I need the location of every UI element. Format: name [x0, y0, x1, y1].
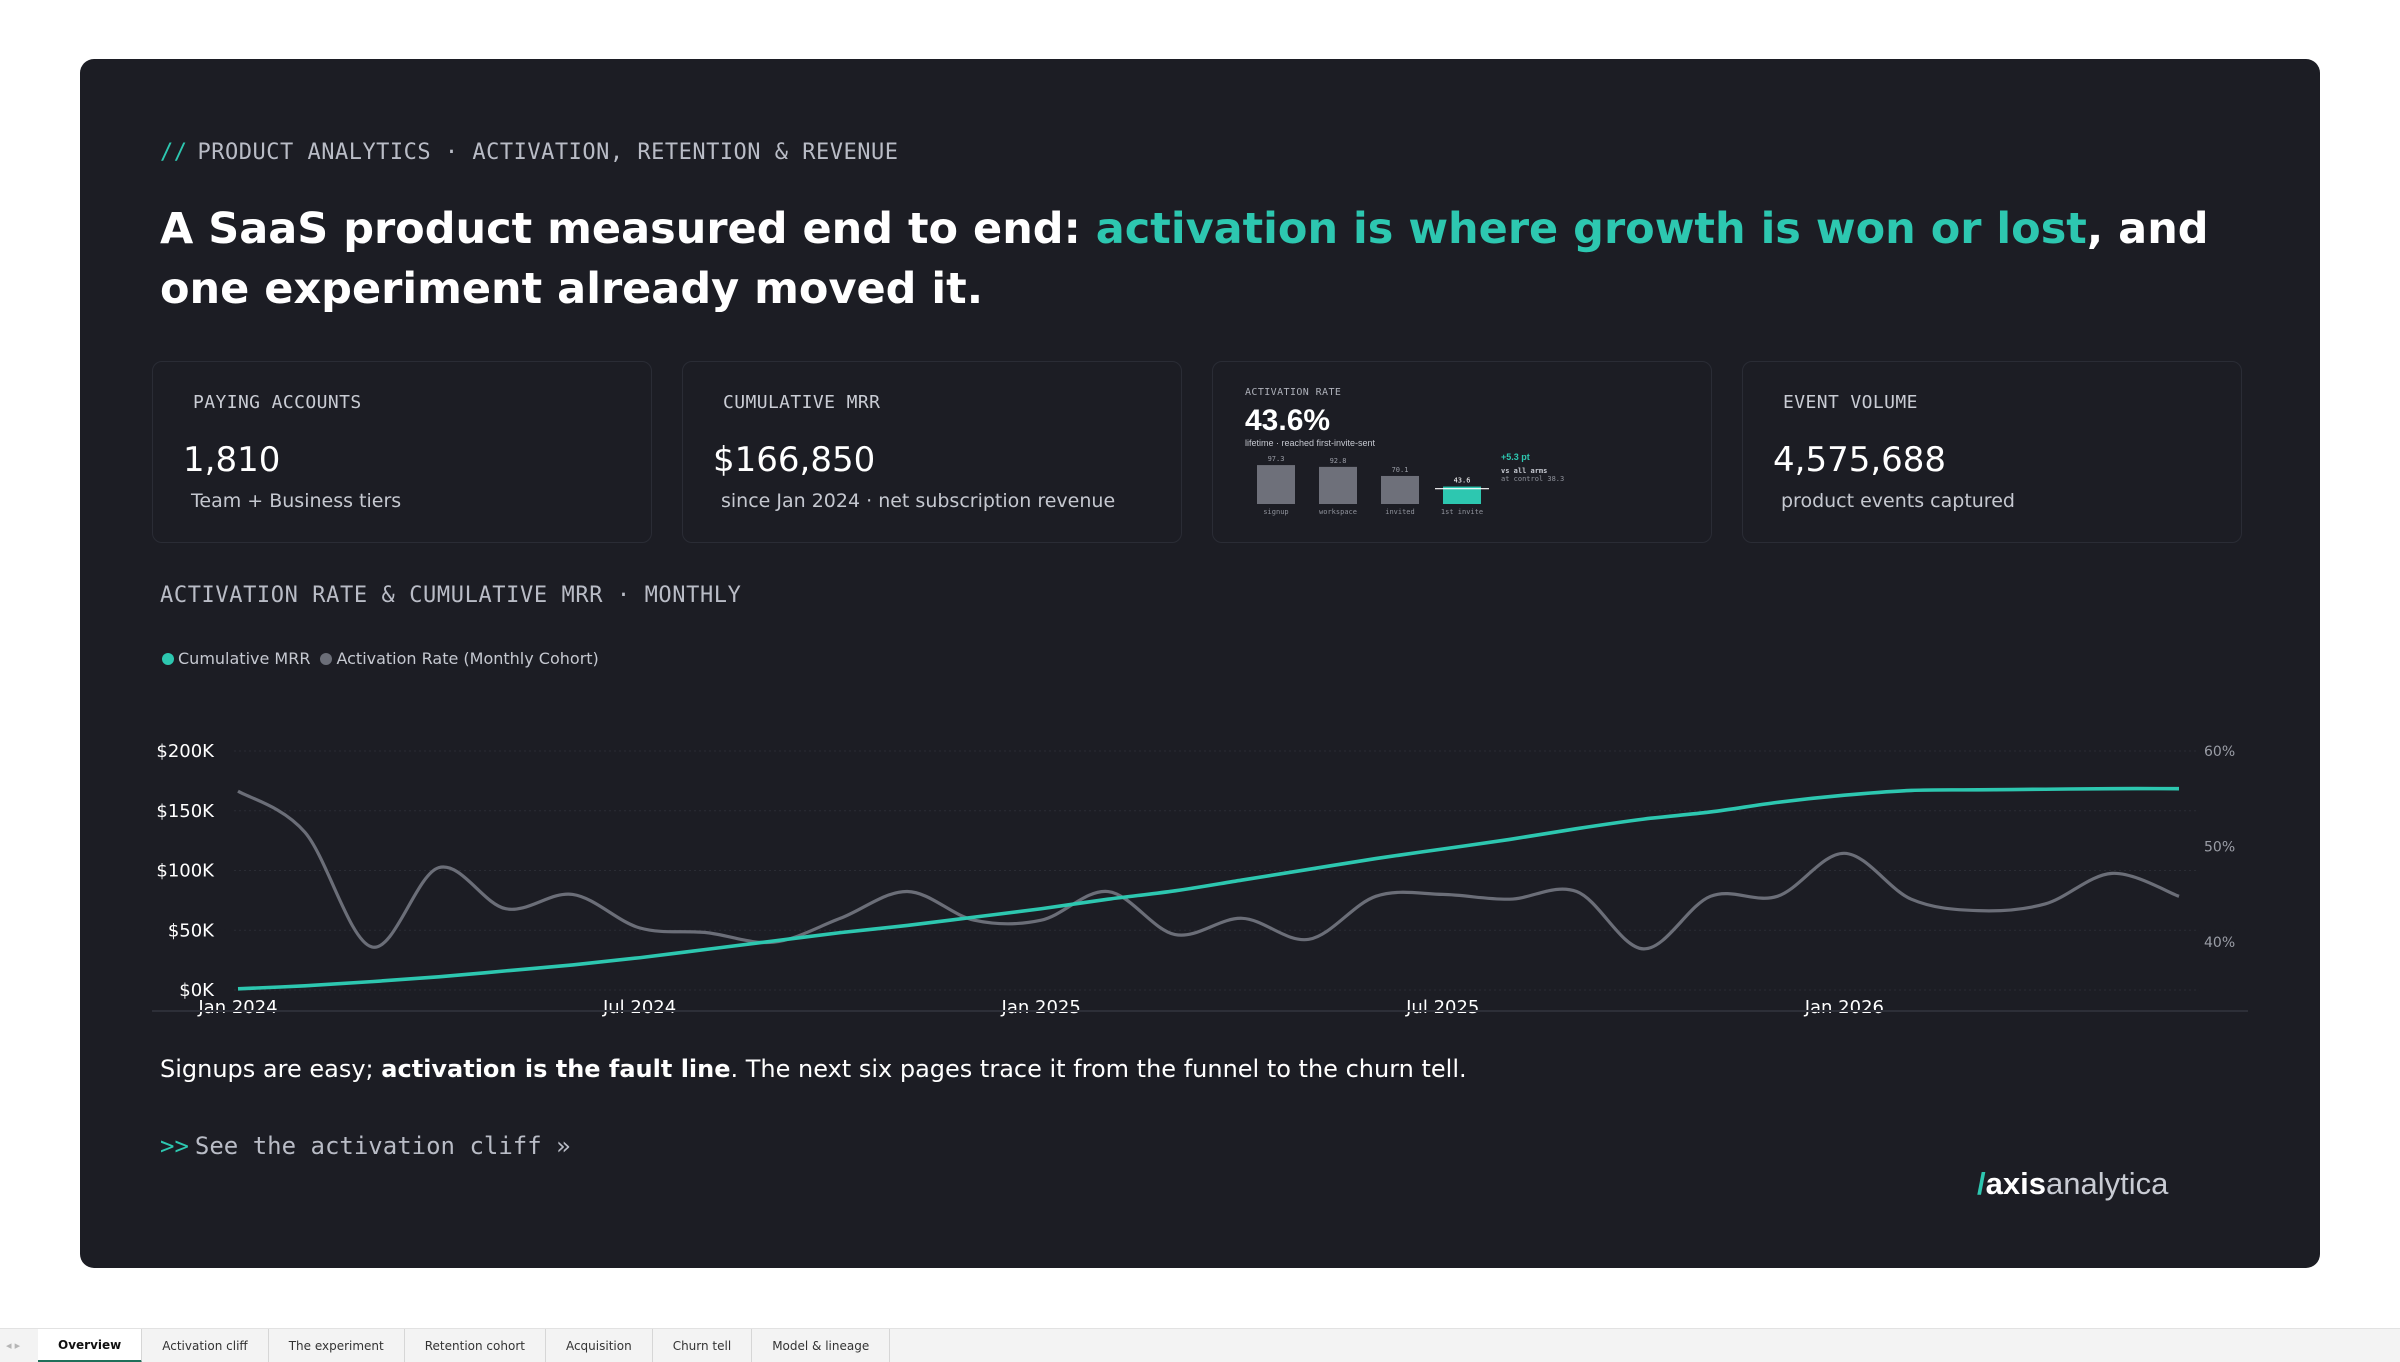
legend-dot-activation	[320, 652, 333, 665]
funnel-bar	[1257, 465, 1295, 504]
kpi-card-cumulative-mrr: CUMULATIVE MRR $166,850 since Jan 2024 ·…	[682, 361, 1182, 543]
funnel-step-label: signup	[1263, 508, 1288, 516]
logo-strong: axis	[1985, 1166, 2046, 1201]
page-tabs: Overview Activation cliff The experiment Re…	[38, 1329, 891, 1362]
x-axis-tick: Jan 2026	[1804, 997, 1884, 1018]
legend-label: Cumulative MRR	[178, 649, 311, 668]
x-axis-tick: Jul 2024	[602, 997, 676, 1018]
funnel-value-label: 70.1	[1392, 466, 1409, 474]
caption: Signups are easy; activation is the faul…	[160, 1055, 1467, 1083]
see-activation-cliff-link[interactable]: >> See the activation cliff »	[160, 1132, 571, 1160]
tab-model-lineage[interactable]: Model & lineage	[752, 1329, 891, 1362]
funnel-delta: +5.3 pt	[1501, 452, 1530, 462]
kpi-card-activation-rate: ACTIVATION RATE 43.6% lifetime · reached…	[1212, 361, 1712, 543]
y-axis-left-tick: $100K	[156, 861, 215, 882]
mini-funnel-chart: 97.3 signup 92.8 workspace 70.1 invited 43.6 1s…	[1257, 452, 1564, 516]
legend-item-mrr[interactable]: Cumulative MRR	[162, 649, 310, 668]
kpi-label: EVENT VOLUME	[1783, 392, 1918, 413]
cta-arrows: >>	[160, 1132, 189, 1160]
headline-part1: A SaaS product measured end to end:	[160, 204, 1096, 254]
y-axis-right-tick: 40%	[2204, 935, 2235, 951]
funnel-value-label: 97.3	[1268, 455, 1285, 463]
report-canvas: // PRODUCT ANALYTICS · ACTIVATION, RETENT…	[80, 59, 2320, 1268]
eyebrow-slash: //	[160, 140, 188, 165]
y-axis-right-tick: 50%	[2204, 840, 2235, 856]
funnel-bar	[1319, 466, 1357, 504]
series-line-cumulative-mrr	[237, 786, 2180, 991]
caption-part2: . The next six pages trace it from the f…	[730, 1055, 1467, 1083]
caption-bold: activation is the fault line	[381, 1055, 731, 1083]
kpi-value: $166,850	[713, 440, 876, 480]
brand-logo: /axisanalytica	[1977, 1166, 2168, 1202]
legend-item-activation[interactable]: Activation Rate (Monthly Cohort)	[320, 649, 599, 668]
kpi-subtext: lifetime · reached first-invite-sent	[1245, 438, 1376, 448]
kpi-value: 1,810	[183, 440, 281, 480]
kpi-card-event-volume: EVENT VOLUME 4,575,688 product events ca…	[1742, 361, 2242, 543]
kpi-subtext: product events captured	[1781, 490, 2015, 512]
y-axis-left-tick: $150K	[156, 801, 215, 822]
chart-section-title: ACTIVATION RATE & CUMULATIVE MRR · MONTH…	[160, 583, 742, 608]
headline-accent: activation is where growth is won or los…	[1095, 204, 2087, 254]
kpi-label: CUMULATIVE MRR	[723, 392, 881, 413]
kpi-label: PAYING ACCOUNTS	[193, 392, 362, 413]
legend-label: Activation Rate (Monthly Cohort)	[336, 649, 599, 668]
tab-overview[interactable]: Overview	[38, 1329, 143, 1362]
x-axis-tick: Jan 2025	[1001, 997, 1081, 1018]
funnel-bar	[1381, 475, 1419, 504]
funnel-value-label: 92.8	[1330, 457, 1347, 465]
activation-mrr-line-chart: $0K $50K $100K $150K $200K 40% 50% 60% Jan 2024 J…	[156, 741, 2235, 1018]
y-axis-left-tick: $0K	[179, 980, 215, 1001]
kpi-subtext: Team + Business tiers	[191, 490, 402, 512]
funnel-step-label: workspace	[1319, 508, 1357, 516]
legend-dot-mrr	[162, 652, 174, 665]
funnel-delta-note: at control 38.3	[1501, 475, 1564, 483]
page-tab-bar: ◂ ▸ Overview Activation cliff The experime…	[0, 1328, 2400, 1362]
kpi-subtext: since Jan 2024 · net subscription revenu…	[721, 490, 1116, 512]
tab-churn-tell[interactable]: Churn tell	[653, 1329, 753, 1362]
logo-slash: /	[1977, 1166, 1986, 1201]
tab-retention-cohort[interactable]: Retention cohort	[405, 1329, 546, 1362]
x-axis-tick: Jan 2024	[197, 997, 277, 1018]
tab-activation-cliff[interactable]: Activation cliff	[142, 1329, 269, 1362]
x-axis-tick: Jul 2025	[1405, 997, 1479, 1018]
tab-the-experiment[interactable]: The experiment	[269, 1329, 405, 1362]
kpi-value: 43.6%	[1245, 404, 1331, 437]
funnel-value-label: 43.6	[1454, 477, 1471, 485]
y-axis-left-tick: $200K	[156, 741, 215, 762]
y-axis-left-tick: $50K	[168, 920, 215, 941]
funnel-step-label: invited	[1385, 508, 1415, 516]
kpi-card-paying-accounts: PAYING ACCOUNTS 1,810 Team + Business ti…	[152, 361, 652, 543]
funnel-delta-note: vs all arms	[1501, 467, 1547, 475]
logo-light: analytica	[2045, 1166, 2169, 1201]
headline: A SaaS product measured end to end: acti…	[160, 199, 2240, 319]
eyebrow: // PRODUCT ANALYTICS · ACTIVATION, RETENT…	[160, 140, 899, 165]
caption-part1: Signups are easy;	[160, 1055, 382, 1083]
tab-scroll-arrows[interactable]: ◂ ▸	[6, 1340, 21, 1352]
y-axis-right-tick: 60%	[2204, 744, 2235, 760]
kpi-value: 4,575,688	[1773, 440, 1947, 480]
cta-text: See the activation cliff »	[194, 1132, 571, 1160]
chart-legend: Cumulative MRR Activation Rate (Monthly …	[162, 649, 599, 668]
headline-part2: , and one experiment already moved it.	[160, 204, 2209, 314]
funnel-step-label: 1st invite	[1441, 508, 1483, 516]
tab-acquisition[interactable]: Acquisition	[546, 1329, 653, 1362]
eyebrow-text: PRODUCT ANALYTICS · ACTIVATION, RETENTIO…	[197, 140, 899, 165]
funnel-bar	[1443, 486, 1481, 504]
series-line-activation-rate	[237, 789, 2180, 951]
kpi-label: ACTIVATION RATE	[1245, 387, 1342, 398]
divider	[152, 1010, 2248, 1012]
